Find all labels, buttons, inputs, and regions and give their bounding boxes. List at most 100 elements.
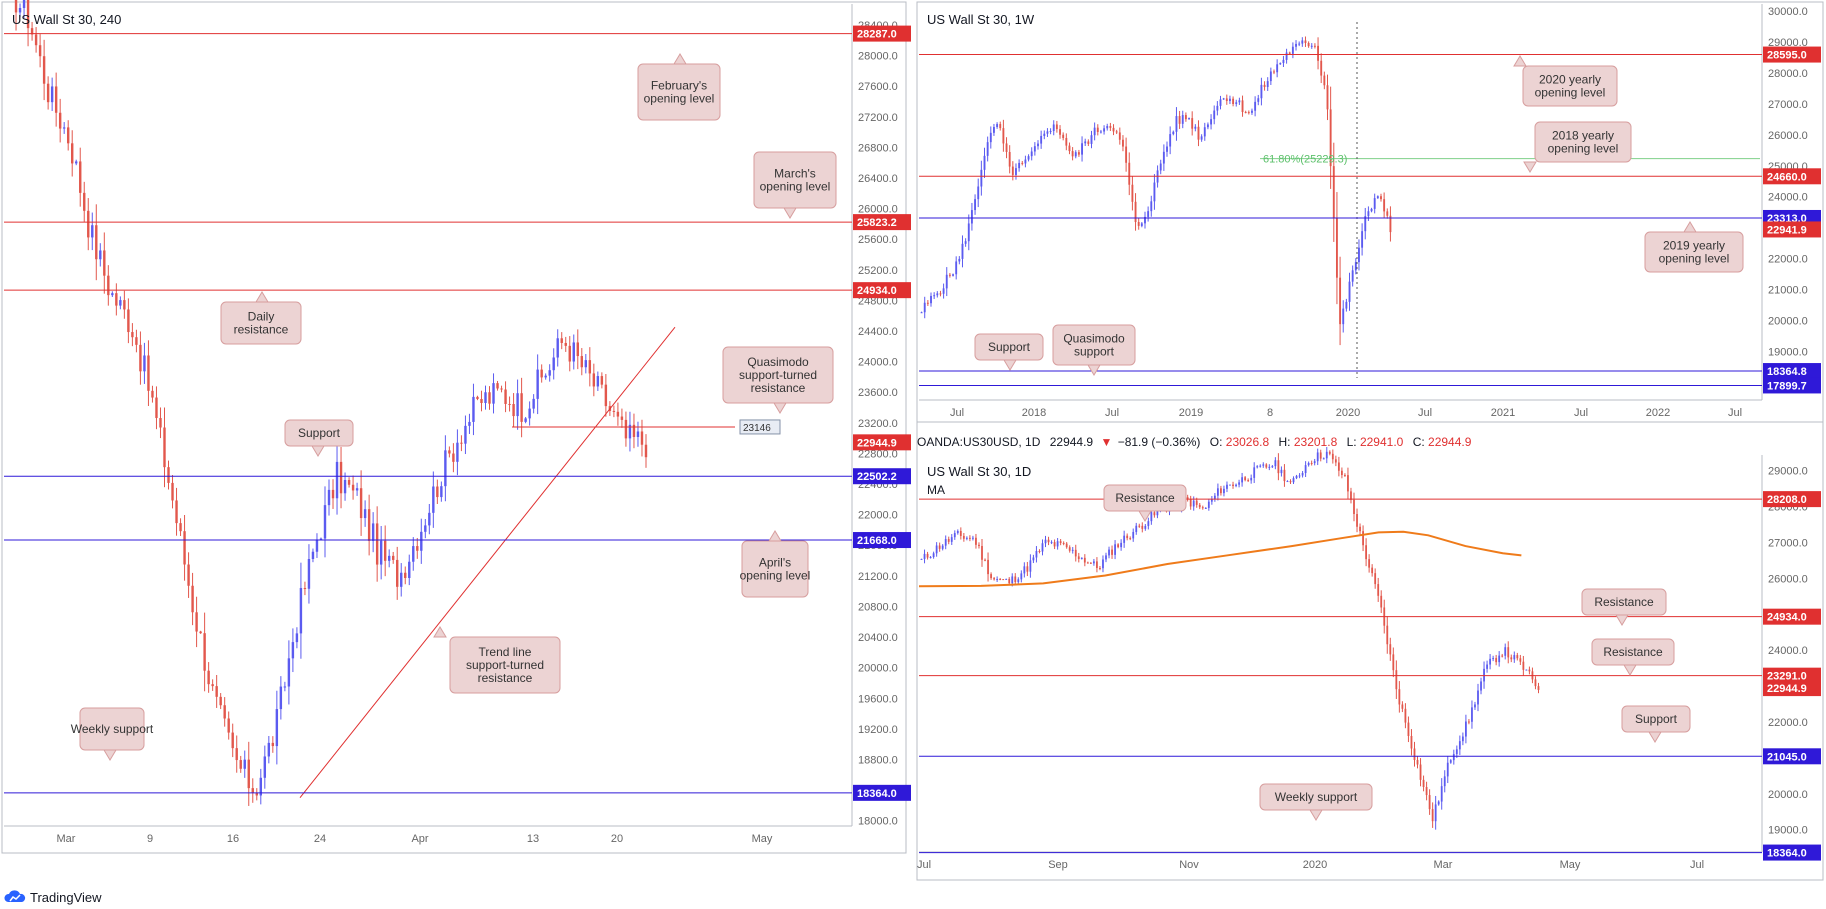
candle-body (923, 553, 926, 559)
candle-body (1140, 223, 1143, 226)
candle-body (1268, 466, 1271, 468)
candle-body (219, 696, 222, 706)
daily-y-tick: 19000.0 (1768, 825, 1808, 837)
weekly-x-tick: Jul (1418, 407, 1432, 419)
candle-body (1144, 525, 1147, 529)
annotation-text: Resistance (1115, 491, 1175, 505)
candle-body (1410, 735, 1413, 749)
daily-level-label: 23291.0 (1767, 671, 1807, 683)
weekly-level-label: 24660.0 (1767, 171, 1807, 183)
annotation-text: Weekly support (1275, 790, 1358, 804)
candle-body (1371, 567, 1374, 574)
candle-body (959, 530, 962, 536)
candle-body (1018, 162, 1021, 169)
candle-body (283, 686, 287, 688)
candle-body (1049, 131, 1052, 133)
annotation-pointer (1523, 161, 1537, 173)
annotation-box (637, 63, 721, 121)
candle-body (339, 461, 343, 494)
candle-body (588, 360, 592, 374)
candle-body (1222, 98, 1225, 100)
weekly-level-tag (1763, 46, 1821, 63)
candle-body (1198, 504, 1201, 508)
daily-x-tick: Nov (1179, 859, 1199, 871)
candle-body (958, 258, 961, 262)
candle-body (939, 293, 942, 295)
candle-body (948, 274, 951, 276)
candle-body (424, 525, 427, 532)
candle-body (343, 479, 347, 494)
daily-x-tick: Sep (1048, 859, 1068, 871)
h4-last-price-label: 22944.9 (857, 437, 897, 449)
annotation-text: support (1074, 345, 1115, 359)
candle-body (476, 396, 479, 400)
candle-body (1359, 526, 1361, 532)
candle-body (1458, 741, 1461, 750)
candle-body (71, 143, 74, 164)
candle-body (556, 338, 559, 358)
legend-l-label: L: (1347, 435, 1357, 449)
annotation-text: Support (1635, 712, 1678, 726)
candle-body (1083, 557, 1086, 563)
candle-body (255, 793, 258, 796)
candle-body (929, 557, 932, 559)
candle-body (1443, 776, 1446, 787)
candle-body (1280, 469, 1283, 474)
candle-body (392, 555, 395, 560)
candle-body (396, 559, 399, 587)
candle-body (1288, 52, 1291, 54)
candle-body (155, 397, 158, 419)
candle-body (1404, 708, 1407, 723)
candle-body (287, 658, 291, 687)
h4-level-tag (853, 784, 911, 801)
candle-body (1086, 562, 1089, 564)
candle-body (1364, 216, 1367, 232)
candle-body (159, 418, 162, 428)
candle-body (1122, 139, 1124, 147)
candle-body (520, 393, 523, 422)
candle-body (1416, 759, 1419, 765)
candle-body (1188, 118, 1190, 120)
candle-body (1328, 451, 1331, 454)
candle-body (1226, 484, 1228, 489)
candle-body (1498, 655, 1501, 663)
candle-body (1351, 270, 1354, 282)
annotation-pointer (433, 626, 447, 638)
candle-body (1301, 40, 1304, 44)
candle-body (1216, 488, 1219, 496)
candle-body (387, 555, 391, 561)
candle-body (1002, 128, 1005, 144)
annotation-pointer (1513, 55, 1527, 67)
candle-body (564, 342, 567, 346)
candle-body (1023, 566, 1026, 574)
candle-body (412, 546, 415, 562)
candle-body (331, 489, 335, 499)
candle-body (1257, 98, 1260, 102)
candle-body (1464, 721, 1467, 737)
candle-body (18, 7, 22, 13)
candle-body (1134, 201, 1137, 223)
weekly-y-tick: 19000.0 (1768, 346, 1808, 358)
candle-body (1431, 809, 1434, 822)
annotation-text: resistance (234, 323, 289, 337)
candle-body (1353, 499, 1355, 515)
candle-body (1354, 262, 1357, 271)
candle-body (1501, 655, 1504, 657)
candle-body (1386, 625, 1389, 645)
candle-body (528, 408, 531, 419)
annotation-box (741, 540, 809, 598)
candle-body (600, 376, 604, 385)
candle-body (1090, 135, 1093, 144)
candle-body (203, 633, 206, 671)
candle-body (1132, 531, 1135, 539)
candle-body (1203, 127, 1206, 137)
candle-body (355, 488, 359, 491)
candle-body (1269, 71, 1272, 82)
daily-level-label: 21045.0 (1767, 751, 1807, 763)
candle-body (1483, 668, 1485, 682)
annotation-text: Resistance (1594, 595, 1654, 609)
tradingview-logo[interactable]: TradingView (4, 890, 102, 905)
candle-body (1298, 43, 1301, 45)
